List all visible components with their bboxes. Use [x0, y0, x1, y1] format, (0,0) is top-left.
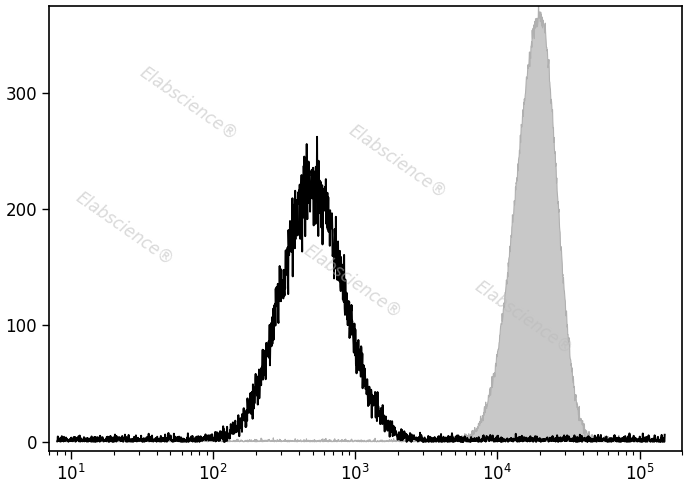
Text: Elabscience®: Elabscience® — [472, 277, 577, 358]
Text: Elabscience®: Elabscience® — [345, 121, 450, 202]
Text: Elabscience®: Elabscience® — [73, 188, 178, 269]
Text: Elabscience®: Elabscience® — [301, 242, 405, 322]
Text: Elabscience®: Elabscience® — [136, 63, 241, 144]
